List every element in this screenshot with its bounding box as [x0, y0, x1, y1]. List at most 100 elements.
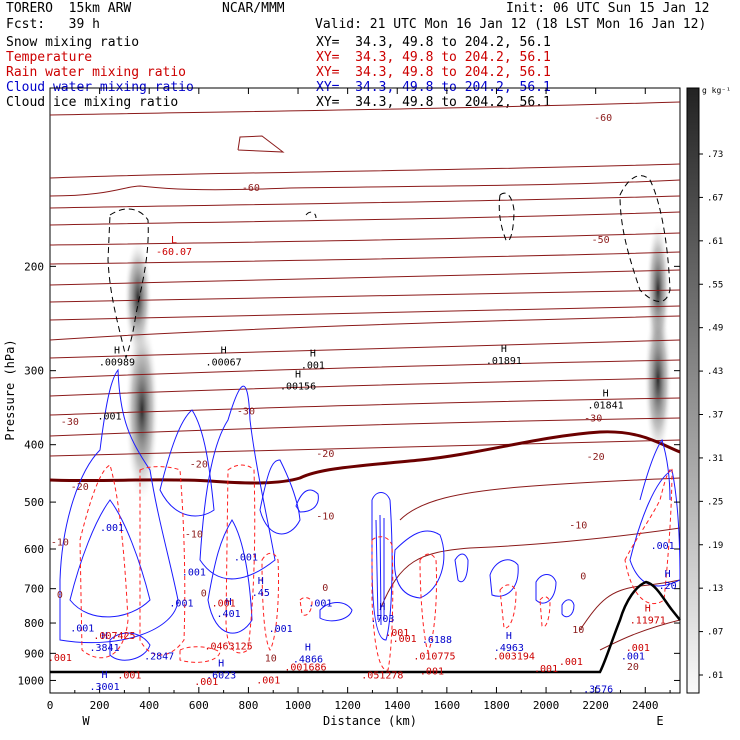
extremum-value: .001: [117, 671, 141, 682]
colorbar-label: .19: [707, 541, 723, 551]
isotherm-n55: [50, 179, 680, 197]
extremum-value: .010775: [413, 652, 455, 663]
rain-cell-b: [419, 553, 438, 654]
isotherm-p20: [599, 619, 680, 651]
field-xy-snow: XY= 34.3, 49.8 to 204.2, 56.1: [316, 35, 551, 50]
extremum-value: .001: [182, 568, 206, 579]
cloud-west-outer: [59, 368, 179, 644]
extremum-value: .003194: [493, 652, 535, 663]
y-tick-label: 600: [24, 543, 44, 556]
x-tick-label: 1200: [334, 699, 361, 712]
x-tick-label: 2200: [582, 699, 609, 712]
x-tick-label: 1400: [384, 699, 411, 712]
extremum-marker: H: [218, 659, 224, 670]
isotherm-label: 10: [572, 625, 584, 636]
extremum-value: .001: [651, 541, 675, 552]
isotherm-n2: [50, 439, 680, 457]
y-tick-label: 300: [24, 365, 44, 378]
extremum-value: .01891: [486, 356, 522, 367]
forecast-hour: Fcst: 39 h: [6, 17, 100, 32]
isotherm-n60-closed: [237, 135, 285, 153]
cloud-centerwest-inner: [207, 519, 253, 634]
isotherm-n70: [50, 101, 680, 116]
cloud-cell-g: [561, 599, 575, 618]
extremum-marker: H: [102, 631, 108, 642]
extremum-value: .00156: [280, 381, 316, 392]
extremum-marker: H: [295, 369, 301, 380]
colorbar-ticks: .73 .67 .61 .55 .49 .43 .37 .31 .25 .19 .13 .07 .01: [699, 150, 723, 681]
extremum-value: .401: [217, 609, 241, 620]
isotherm-label: -30: [237, 406, 255, 417]
isotherm-n25: [50, 305, 680, 321]
extremum-value: .4866: [293, 654, 323, 665]
cloud-east-upper: [639, 438, 671, 501]
colorbar-label: .07: [707, 628, 723, 638]
field-label-temperature: Temperature: [6, 50, 93, 65]
colorbar-label: .49: [707, 324, 723, 334]
field-xy-temperature: XY= 34.3, 49.8 to 204.2, 56.1: [316, 50, 551, 65]
isotherm-label: -10: [569, 520, 587, 531]
extremum-value: .001: [169, 599, 193, 610]
isotherm-label: -30: [584, 414, 602, 425]
colorbar-label: .43: [707, 367, 723, 377]
extremum-value: .45: [252, 588, 270, 599]
cloud-east: [629, 469, 680, 587]
colorbar: [686, 87, 700, 694]
snow-plume-west: [125, 315, 159, 505]
colorbar-label: .01: [707, 671, 723, 681]
isotherm-label: 0: [57, 590, 63, 601]
x-axis: 0 200 400 600 800 1000 1200 1400 1600 1800 2000 220…: [47, 88, 671, 712]
isotherm-label: 0: [322, 583, 328, 594]
extremum-value: .001: [212, 599, 236, 610]
extremum-value: .2847: [144, 652, 174, 663]
cloud-cell-h: [319, 602, 353, 622]
x-tick-label: 2000: [533, 699, 560, 712]
extremum-value: .703: [370, 614, 394, 625]
isotherm-label: 0: [201, 588, 207, 599]
model-title: TORERO 15km ARW: [6, 1, 132, 16]
extremum-value: .3841: [90, 643, 120, 654]
extremum-value: .001: [194, 677, 218, 688]
y-tick-label: 800: [24, 617, 44, 630]
isotherm-label: -50: [592, 235, 610, 246]
isotherm-label: -60: [594, 113, 612, 124]
y-axis-title: Pressure (hPa): [3, 339, 17, 440]
extremum-value: .051278: [361, 671, 403, 682]
isotherm-n60: [50, 163, 680, 179]
rain-cell-f: [299, 597, 313, 616]
isotherm-n40: [50, 232, 680, 246]
isotherm-label: 0: [580, 571, 586, 582]
rain-cell-c: [499, 584, 517, 629]
extremum-value: .001686: [284, 663, 326, 674]
x-tick-label: 2400: [632, 699, 659, 712]
isotherm-n20: [50, 315, 680, 341]
extremum-value: .001: [256, 676, 280, 687]
extremum-value: .001: [269, 624, 293, 635]
isotherm-label: -20: [190, 459, 208, 470]
cloud-column-core: [375, 514, 385, 626]
field-xy-rain: XY= 34.3, 49.8 to 204.2, 56.1: [316, 65, 551, 80]
extremum-value: .001: [534, 664, 558, 675]
freezing-level: [50, 430, 680, 485]
y-tick-label: 500: [24, 496, 44, 509]
extremum-value: .00989: [99, 358, 135, 369]
cloud-column: [371, 492, 393, 641]
isotherm-label: -10: [185, 530, 203, 541]
extremum-value: .001: [559, 657, 583, 668]
isotherm-label: -20: [71, 482, 89, 493]
extremum-value: .3001: [90, 682, 120, 693]
field-label-rain: Rain water mixing ratio: [6, 65, 187, 80]
colorbar-label: .25: [707, 497, 723, 507]
colorbar-label: .67: [707, 193, 723, 203]
y-tick-label: 200: [24, 260, 44, 273]
extremum-value: -60.07: [156, 247, 192, 258]
extremum-value: .001: [626, 643, 650, 654]
isotherm-label: -20: [587, 452, 605, 463]
x-tick-label: 1600: [434, 699, 461, 712]
rain-west: [79, 464, 129, 659]
y-tick-label: 900: [24, 647, 44, 660]
x-axis-title: Distance (km): [323, 714, 417, 728]
y-tick-label: 1000: [18, 674, 45, 687]
extremum-marker: L: [171, 235, 177, 246]
